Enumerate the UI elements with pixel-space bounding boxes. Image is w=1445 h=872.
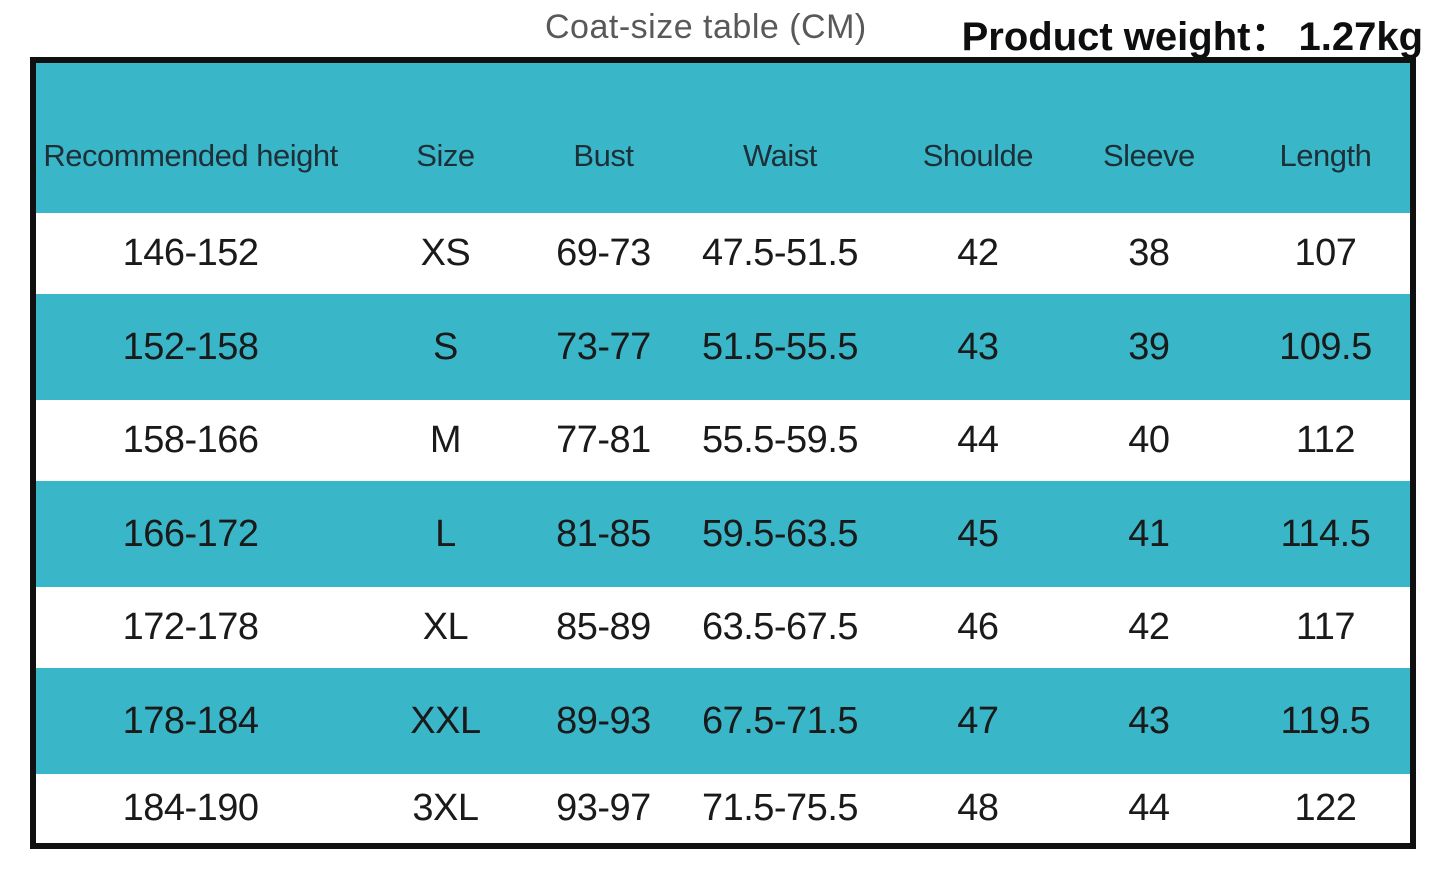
cell: 44 bbox=[957, 419, 999, 461]
cell: 47 bbox=[957, 699, 999, 742]
cell: 43 bbox=[1128, 699, 1170, 742]
cell: 178-184 bbox=[122, 699, 259, 742]
cell: XL bbox=[422, 606, 469, 648]
cell: 158-166 bbox=[122, 419, 259, 461]
column-header: Waist bbox=[743, 138, 817, 173]
cell: 119.5 bbox=[1280, 699, 1371, 742]
cell: 40 bbox=[1128, 419, 1170, 461]
cell: S bbox=[433, 325, 458, 368]
column-header: Size bbox=[416, 138, 475, 173]
cell: 122 bbox=[1294, 787, 1357, 829]
table-title: Coat-size table (CM) bbox=[545, 8, 867, 46]
cell: 112 bbox=[1295, 419, 1356, 461]
cell: 3XL bbox=[412, 787, 479, 829]
cell: 45 bbox=[957, 512, 999, 555]
cell: 38 bbox=[1128, 232, 1170, 274]
cell: L bbox=[435, 512, 456, 555]
column-header: Recommended height bbox=[43, 138, 338, 173]
cell: 41 bbox=[1128, 512, 1170, 555]
cell: 55.5-59.5 bbox=[701, 419, 859, 461]
cell: 48 bbox=[957, 787, 999, 829]
product-weight-value: 1.27kg bbox=[1298, 15, 1423, 59]
cell: 43 bbox=[957, 325, 999, 368]
cell: 67.5-71.5 bbox=[701, 699, 859, 742]
cell: 117 bbox=[1295, 606, 1356, 648]
cell: 44 bbox=[1128, 787, 1170, 829]
product-weight-label: Product weight： bbox=[961, 15, 1291, 59]
cell: 93-97 bbox=[556, 787, 651, 829]
cell: 114.5 bbox=[1280, 512, 1371, 555]
cell: 69-73 bbox=[556, 232, 651, 274]
table-row: 152-158 S 73-77 51.5-55.5 43 39 109.5 bbox=[36, 294, 1410, 400]
cell: 146-152 bbox=[122, 232, 259, 274]
cell: M bbox=[429, 419, 462, 461]
table-row: 184-190 3XL 93-97 71.5-75.5 48 44 122 bbox=[36, 774, 1410, 843]
table-row: 172-178 XL 85-89 63.5-67.5 46 42 117 bbox=[36, 587, 1410, 668]
cell: 109.5 bbox=[1279, 325, 1372, 368]
cell: 47.5-51.5 bbox=[701, 232, 859, 274]
cell: 89-93 bbox=[556, 699, 651, 742]
table-row: 166-172 L 81-85 59.5-63.5 45 41 114.5 bbox=[36, 481, 1410, 587]
cell: XXL bbox=[410, 699, 481, 742]
cell: 63.5-67.5 bbox=[701, 606, 859, 648]
cell: 107 bbox=[1294, 232, 1357, 274]
column-header: Shoulde bbox=[922, 138, 1034, 173]
column-header: Sleeve bbox=[1102, 138, 1195, 173]
column-header: Bust bbox=[573, 138, 634, 173]
table-row: 178-184 XXL 89-93 67.5-71.5 47 43 119.5 bbox=[36, 668, 1410, 774]
cell: 77-81 bbox=[556, 419, 651, 461]
size-table: Recommended height Size Bust Waist Shoulde Sl… bbox=[30, 57, 1416, 849]
cell: 73-77 bbox=[556, 325, 651, 368]
cell: 39 bbox=[1128, 325, 1170, 368]
cell: 172-178 bbox=[122, 606, 259, 648]
cell: 184-190 bbox=[122, 787, 259, 829]
cell: XS bbox=[420, 232, 471, 274]
cell: 59.5-63.5 bbox=[701, 512, 859, 555]
product-weight: Product weight： 1.27kg bbox=[962, 4, 1423, 62]
column-header: Length bbox=[1279, 138, 1372, 173]
cell: 46 bbox=[957, 606, 999, 648]
cell: 152-158 bbox=[122, 325, 259, 368]
table-row: 158-166 M 77-81 55.5-59.5 44 40 112 bbox=[36, 400, 1410, 481]
cell: 51.5-55.5 bbox=[701, 325, 859, 368]
cell: 42 bbox=[1128, 606, 1170, 648]
cell: 71.5-75.5 bbox=[701, 787, 859, 829]
cell: 85-89 bbox=[556, 606, 651, 648]
cell: 166-172 bbox=[122, 512, 259, 555]
cell: 42 bbox=[957, 232, 999, 274]
caption-bar: Coat-size table (CM) Product weight： 1.27… bbox=[0, 0, 1445, 59]
table-header-row: Recommended height Size Bust Waist Shoulde Sl… bbox=[36, 63, 1410, 213]
table-row: 146-152 XS 69-73 47.5-51.5 42 38 107 bbox=[36, 213, 1410, 294]
cell: 81-85 bbox=[556, 512, 651, 555]
